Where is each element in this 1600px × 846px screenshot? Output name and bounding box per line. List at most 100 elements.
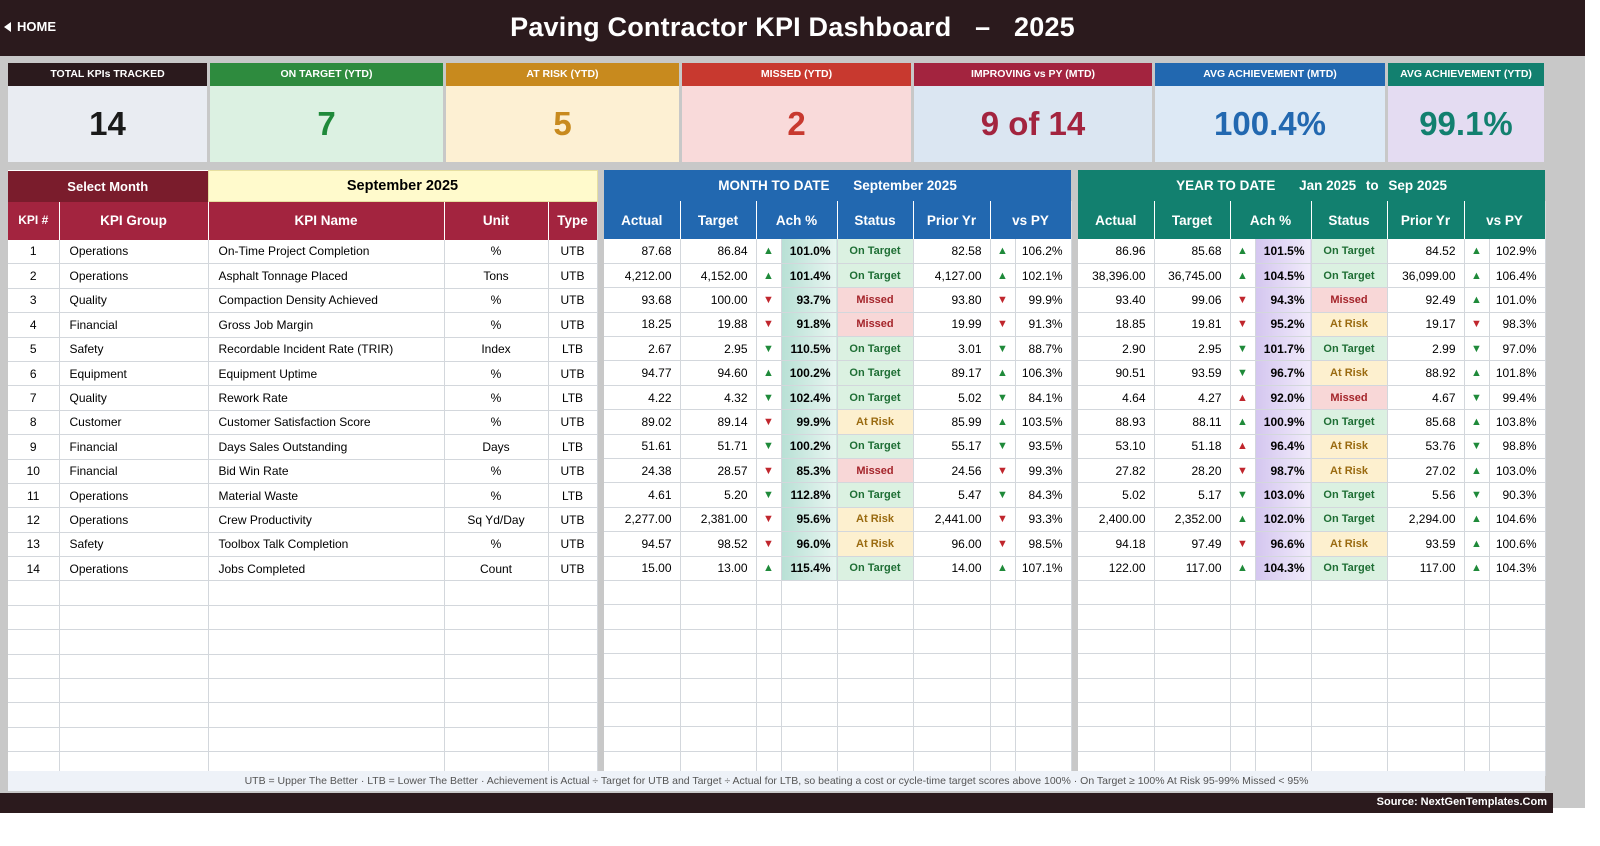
empty-cell [208,727,445,753]
empty-cell [1489,629,1546,655]
status-badge: On Target [837,239,914,264]
empty-cell [1464,604,1490,630]
mtd-target: 89.14 [680,409,757,435]
empty-cell [680,604,757,630]
empty-cell [1464,702,1490,728]
ytd-period-to-word: to [1365,178,1379,193]
mtd-target: 2,381.00 [680,507,757,533]
empty-cell [756,629,782,655]
status-badge: On Target [1311,556,1388,581]
kpi-type: UTB [548,239,598,265]
kpi-card: AVG ACHIEVEMENT (MTD) 100.4% [1155,63,1385,162]
empty-cell [1387,653,1465,679]
table-row [1078,653,1546,679]
mtd-prior-year: 5.02 [913,385,991,411]
mtd-target: 19.88 [680,312,757,338]
kpi-unit: % [444,532,549,558]
kpi-card-label: TOTAL KPIs TRACKED [8,63,207,86]
kpi-number: 2 [8,263,60,289]
down-arrow-icon: ▼ [756,312,782,338]
empty-cell [1311,653,1388,679]
ytd-achievement: 102.0% [1255,507,1312,533]
kpi-number: 4 [8,312,60,338]
ytd-target: 19.81 [1154,312,1231,338]
empty-cell [1489,653,1546,679]
empty-cell [1255,678,1312,703]
status-badge: On Target [1311,336,1388,362]
kpi-card-label: AVG ACHIEVEMENT (YTD) [1388,63,1544,86]
down-arrow-icon: ▼ [990,507,1016,533]
empty-cell [1255,629,1312,655]
legend-note: UTB = Upper The Better · LTB = Lower The… [8,771,1545,791]
kpi-type: UTB [548,556,598,582]
table-row [604,678,1072,703]
mtd-vs-py: 91.3% [1015,312,1072,338]
mtd-achievement: 99.9% [781,409,838,435]
kpi-card-value: 9 of 14 [914,86,1152,162]
empty-cell [1078,629,1155,655]
kpi-unit: % [444,312,549,338]
empty-cell [208,702,445,728]
ytd-achievement: 100.9% [1255,409,1312,435]
kpi-name: Jobs Completed [208,556,445,582]
empty-cell [913,726,991,752]
kpi-card-label: IMPROVING vs PY (MTD) [914,63,1152,86]
kpi-number: 5 [8,337,60,362]
empty-cell [1154,580,1231,606]
empty-cell [8,629,60,655]
table-row: 122.00 117.00 ▲ 104.3% On Target 117.00 ▲ 104.3… [1078,556,1546,581]
mtd-target: 4.32 [680,385,757,411]
down-arrow-icon: ▼ [1230,458,1256,484]
kpi-name: Rework Rate [208,385,445,411]
empty-cell [1015,702,1072,728]
empty-cell [990,629,1016,655]
table-row [8,654,598,680]
kpi-definition-panel: Select Month September 2025 KPI # KPI Gro… [8,170,598,777]
empty-cell [837,678,914,703]
mtd-vs-py: 106.3% [1015,360,1072,386]
kpi-card: AT RISK (YTD) 5 [446,63,679,162]
empty-cell [1489,678,1546,703]
kpi-unit: Sq Yd/Day [444,507,549,533]
ytd-vs-py: 101.0% [1489,287,1546,313]
kpi-number: 6 [8,361,60,387]
kpi-name: Bid Win Rate [208,459,445,484]
empty-cell [913,653,991,679]
mtd-target: 98.52 [680,531,757,557]
table-row: 2 Operations Asphalt Tonnage Placed Tons UTB [8,263,598,289]
column-header: KPI Name [208,201,445,240]
home-button[interactable]: HOME [4,19,56,34]
empty-cell [1387,580,1465,606]
empty-cell [1078,726,1155,752]
kpi-unit: Index [444,337,549,362]
kpi-type: UTB [548,361,598,387]
month-selector[interactable]: September 2025 [207,170,598,202]
column-header: Actual [1078,201,1155,239]
mtd-actual: 2.67 [604,336,681,362]
ytd-prior-year: 5.56 [1387,482,1465,508]
table-row: 94.77 94.60 ▲ 100.2% On Target 89.17 ▲ 106.3% [604,360,1072,386]
ytd-vs-py: 98.8% [1489,434,1546,460]
table-row [1078,702,1546,728]
kpi-name: Equipment Uptime [208,361,445,387]
table-row: 53.10 51.18 ▲ 96.4% At Risk 53.76 ▼ 98.8% [1078,434,1546,460]
empty-cell [1464,653,1490,679]
ytd-prior-year: 84.52 [1387,239,1465,264]
empty-cell [444,702,549,728]
table-row: 27.82 28.20 ▼ 98.7% At Risk 27.02 ▲ 103.0% [1078,458,1546,484]
mtd-vs-py: 88.7% [1015,336,1072,362]
kpi-group: Safety [59,337,209,362]
empty-cell [913,580,991,606]
down-arrow-icon: ▼ [756,482,782,508]
ytd-prior-year: 117.00 [1387,556,1465,581]
empty-cell [837,726,914,752]
ytd-target: 36,745.00 [1154,263,1231,289]
ytd-actual: 5.02 [1078,482,1155,508]
empty-cell [444,580,549,606]
kpi-number: 13 [8,532,60,558]
empty-cell [444,678,549,704]
empty-cell [59,629,209,655]
kpi-group: Financial [59,312,209,338]
table-row [604,653,1072,679]
kpi-card-label: MISSED (YTD) [682,63,911,86]
